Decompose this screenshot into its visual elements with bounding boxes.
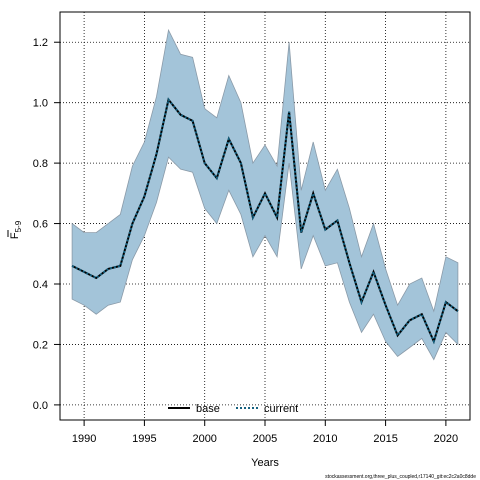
y-tick-label: 0.4	[33, 279, 48, 291]
y-tick-label: 0.0	[33, 400, 48, 412]
series-line-current	[71, 97, 459, 345]
y-tick-label: 1.2	[33, 37, 48, 49]
x-axis-title: Years	[251, 457, 279, 469]
x-tick-label: 2020	[434, 433, 458, 445]
y-axis-title: F5-9	[7, 220, 23, 239]
x-axis: 1990 1995 2000 2005 2010 2015 2020	[72, 420, 458, 445]
x-tick-label: 1990	[72, 433, 96, 445]
footer-note: stockassessment.org,three_plus_coupled,r…	[325, 474, 476, 480]
x-tick-label: 2005	[253, 433, 277, 445]
y-tick-label: 0.6	[33, 219, 48, 231]
x-tick-label: 1995	[132, 433, 156, 445]
legend: base current	[168, 403, 298, 415]
x-tick-label: 2015	[373, 433, 397, 445]
x-tick-label: 2010	[313, 433, 337, 445]
y-axis-title-main: F	[9, 232, 21, 239]
legend-label-current: current	[264, 403, 298, 415]
y-axis: 0.0 0.2 0.4 0.6 0.8 1.0 1.2	[33, 37, 60, 412]
y-tick-label: 1.0	[33, 98, 48, 110]
y-axis-title-sub: 5-9	[14, 220, 23, 232]
legend-label-base: base	[196, 403, 220, 415]
y-tick-label: 0.2	[33, 339, 48, 351]
x-tick-label: 2000	[192, 433, 216, 445]
y-tick-label: 0.8	[33, 158, 48, 170]
svg-text:F5-9: F5-9	[9, 220, 23, 239]
